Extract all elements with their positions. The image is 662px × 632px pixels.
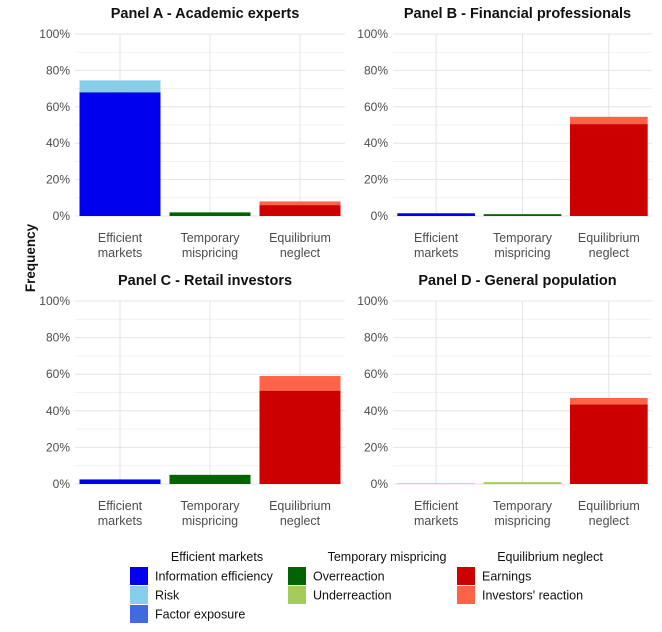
bar-segment-earn [259, 205, 341, 216]
bar-segment-react [259, 201, 341, 206]
bar-segment-over [169, 474, 251, 484]
x-tick-label: mispricing [494, 514, 550, 528]
y-tick-label: 40% [364, 404, 388, 418]
x-tick-label: markets [414, 514, 458, 528]
y-axis-label: Frequency [23, 223, 38, 292]
bar-segment-earn [259, 390, 341, 484]
y-tick-label: 100% [39, 27, 70, 41]
x-tick-label: Efficient [414, 231, 459, 245]
y-tick-label: 100% [357, 27, 388, 41]
legend-label: Risk [155, 589, 180, 603]
y-tick-label: 0% [371, 477, 389, 491]
x-tick-label: Efficient [98, 499, 143, 513]
y-tick-label: 80% [364, 63, 388, 77]
y-tick-label: 20% [364, 173, 388, 187]
y-tick-label: 40% [46, 404, 70, 418]
x-tick-label: neglect [280, 246, 321, 260]
legend-group-3: Equilibrium neglect Earnings Investors' re… [457, 550, 603, 604]
bar-segment-react [259, 376, 341, 391]
y-tick-label: 100% [39, 294, 70, 308]
legend-title: Temporary mispricing [328, 550, 447, 564]
x-tick-label: Equilibrium [269, 231, 331, 245]
panel-title: Panel C - Retail investors [118, 273, 292, 289]
x-tick-label: neglect [589, 246, 630, 260]
y-tick-label: 0% [371, 209, 389, 223]
legend-key-over [288, 567, 306, 585]
bar-segment-over [483, 214, 562, 216]
bar-segment-react [569, 397, 648, 405]
panel-title: Panel B - Financial professionals [404, 6, 631, 22]
x-tick-label: markets [98, 246, 142, 260]
y-tick-label: 80% [46, 63, 70, 77]
bar-segment-risk [79, 80, 161, 93]
x-tick-label: Efficient [98, 231, 143, 245]
y-tick-label: 20% [364, 440, 388, 454]
y-tick-label: 0% [53, 477, 71, 491]
legend-group-1: Efficient markets Information efficiency R… [130, 550, 274, 623]
y-tick-label: 60% [46, 367, 70, 381]
legend-label: Information efficiency [155, 570, 274, 584]
x-tick-label: markets [414, 246, 458, 260]
x-tick-label: neglect [589, 514, 630, 528]
legend-key-under [288, 586, 306, 604]
x-tick-label: Temporary [180, 499, 240, 513]
bar-segment-info [397, 213, 476, 216]
x-tick-label: Equilibrium [578, 231, 640, 245]
bar-segment-under [483, 482, 562, 484]
bar-segment-risk [397, 483, 476, 484]
bar-segment-earn [569, 124, 648, 216]
legend-group-2: Temporary mispricing Overreaction Underrea… [288, 550, 446, 604]
bar-segment-over [169, 212, 251, 216]
x-tick-label: markets [98, 514, 142, 528]
legend-key-info [130, 567, 148, 585]
x-tick-label: mispricing [182, 246, 238, 260]
x-tick-label: Equilibrium [578, 499, 640, 513]
y-tick-label: 80% [46, 331, 70, 345]
y-tick-label: 20% [46, 440, 70, 454]
y-tick-label: 0% [53, 209, 71, 223]
x-tick-label: Temporary [493, 499, 553, 513]
legend-label: Overreaction [313, 570, 385, 584]
legend-key-earn [457, 567, 475, 585]
bar-segment-info [79, 479, 161, 484]
legend-title: Efficient markets [171, 550, 263, 564]
legend-title: Equilibrium neglect [497, 550, 603, 564]
x-tick-label: neglect [280, 514, 321, 528]
x-tick-label: Temporary [493, 231, 553, 245]
y-tick-label: 60% [364, 100, 388, 114]
x-tick-label: mispricing [494, 246, 550, 260]
y-tick-label: 60% [364, 367, 388, 381]
legend-key-factor [130, 605, 148, 623]
y-tick-label: 100% [357, 294, 388, 308]
legend: Efficient markets Information efficiency R… [130, 550, 603, 623]
panels: 0%20%40%60%80%100%EfficientmarketsTempor… [39, 6, 652, 528]
panel-title: Panel D - General population [418, 273, 616, 289]
y-tick-label: 40% [46, 136, 70, 150]
y-tick-label: 60% [46, 100, 70, 114]
bar-segment-react [569, 116, 648, 125]
y-tick-label: 40% [364, 136, 388, 150]
y-tick-label: 20% [46, 173, 70, 187]
legend-key-react [457, 586, 475, 604]
x-tick-label: mispricing [182, 514, 238, 528]
bar-segment-earn [569, 404, 648, 484]
legend-label: Factor exposure [155, 608, 245, 622]
x-tick-label: Equilibrium [269, 499, 331, 513]
legend-label: Underreaction [313, 589, 392, 603]
bar-segment-info [79, 92, 161, 216]
legend-label: Investors' reaction [482, 589, 583, 603]
legend-key-risk [130, 586, 148, 604]
legend-label: Earnings [482, 570, 531, 584]
y-tick-label: 80% [364, 331, 388, 345]
x-tick-label: Temporary [180, 231, 240, 245]
x-tick-label: Efficient [414, 499, 459, 513]
panel-title: Panel A - Academic experts [111, 6, 300, 22]
